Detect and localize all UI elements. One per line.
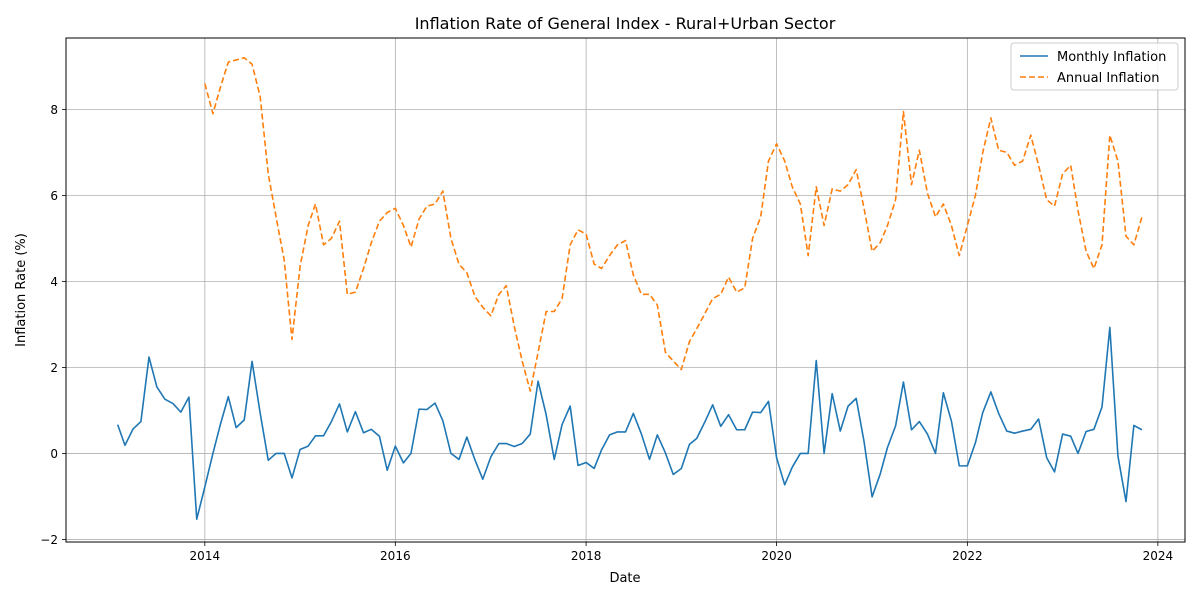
- series-line-monthly-inflation: [116, 326, 1143, 521]
- legend-label-annual: Annual Inflation: [1057, 71, 1159, 86]
- y-tick-label-4: 4: [50, 275, 58, 289]
- x-axis-label: Date: [609, 571, 640, 586]
- x-tick-label-2016: 2016: [380, 549, 411, 563]
- legend-box: [1010, 42, 1179, 91]
- y-axis-label: Inflation Rate (%): [14, 233, 29, 347]
- y-tick-label-neg2: −2: [40, 533, 58, 547]
- y-tick-label-2: 2: [50, 361, 58, 375]
- x-axis: 2014 2016 2018 2020 2022 2024: [190, 542, 1174, 563]
- series-line-annual-inflation: [204, 56, 1143, 392]
- plot-frame: [65, 37, 1186, 543]
- y-axis: −2 0 2 4 6 8: [40, 103, 66, 547]
- x-tick-label-2018: 2018: [571, 549, 602, 563]
- y-tick-label-6: 6: [50, 189, 58, 203]
- x-tick-label-2014: 2014: [190, 549, 221, 563]
- y-tick-label-8: 8: [50, 103, 58, 117]
- x-tick-label-2020: 2020: [761, 549, 792, 563]
- chart-title: Inflation Rate of General Index - Rural+…: [415, 14, 836, 33]
- legend: Monthly Inflation Annual Inflation: [1010, 42, 1179, 91]
- series-group: [116, 56, 1143, 521]
- legend-label-monthly: Monthly Inflation: [1057, 50, 1166, 65]
- x-tick-label-2024: 2024: [1143, 549, 1174, 563]
- x-tick-label-2022: 2022: [952, 549, 983, 563]
- y-tick-label-0: 0: [50, 447, 58, 461]
